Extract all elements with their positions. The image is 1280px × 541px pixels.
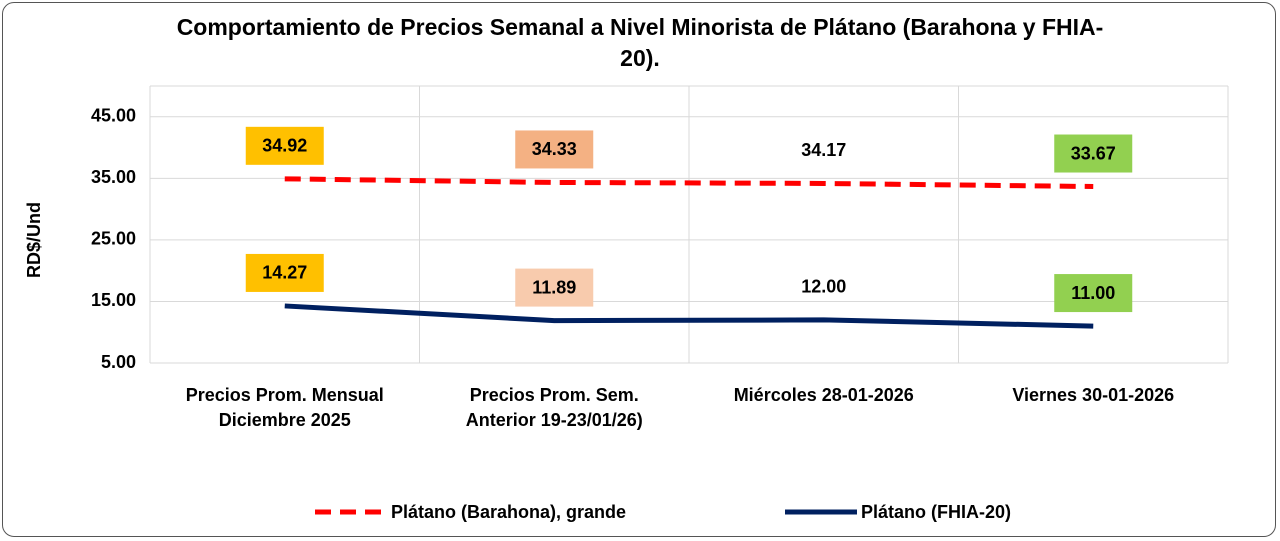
line [284, 176, 1094, 190]
data-label-box [245, 126, 324, 165]
x-tick-label: Precios Prom. Mensual Diciembre 2025 [185, 385, 384, 430]
data-label: 14.27 [262, 263, 307, 283]
data-label: 34.33 [532, 139, 577, 159]
data-label-box [1054, 134, 1133, 173]
data-label-box [1054, 274, 1133, 313]
y-tick-label: 35.00 [91, 167, 136, 187]
data-label: 12.00 [801, 277, 846, 297]
data-label-box [515, 268, 594, 307]
x-tick-label: Miércoles 28-01-2026 [733, 385, 914, 405]
legend-label: Plátano (Barahona), grande [391, 502, 626, 522]
y-tick-label: 25.00 [91, 229, 136, 249]
legend-label: Plátano (FHIA-20) [861, 502, 1011, 522]
y-tick-label: 15.00 [91, 290, 136, 310]
y-axis-label: RD$/Und [24, 202, 44, 278]
data-label-box [245, 253, 324, 292]
data-label: 34.92 [262, 136, 307, 156]
chart-title: Comportamiento de Precios Semanal a Nive… [176, 14, 1104, 71]
x-tick-label: Precios Prom. Sem. Anterior 19-23/01/26) [465, 385, 643, 430]
data-label: 11.00 [1071, 283, 1115, 303]
y-tick-label: 45.00 [91, 106, 136, 126]
data-label-box [515, 130, 594, 169]
data-label: 11.89 [532, 277, 576, 297]
line [284, 303, 1094, 329]
x-tick-label: Viernes 30-01-2026 [1012, 385, 1175, 405]
y-tick-label: 5.00 [101, 352, 136, 372]
data-label: 34.17 [801, 140, 846, 160]
data-label: 33.67 [1071, 143, 1116, 163]
